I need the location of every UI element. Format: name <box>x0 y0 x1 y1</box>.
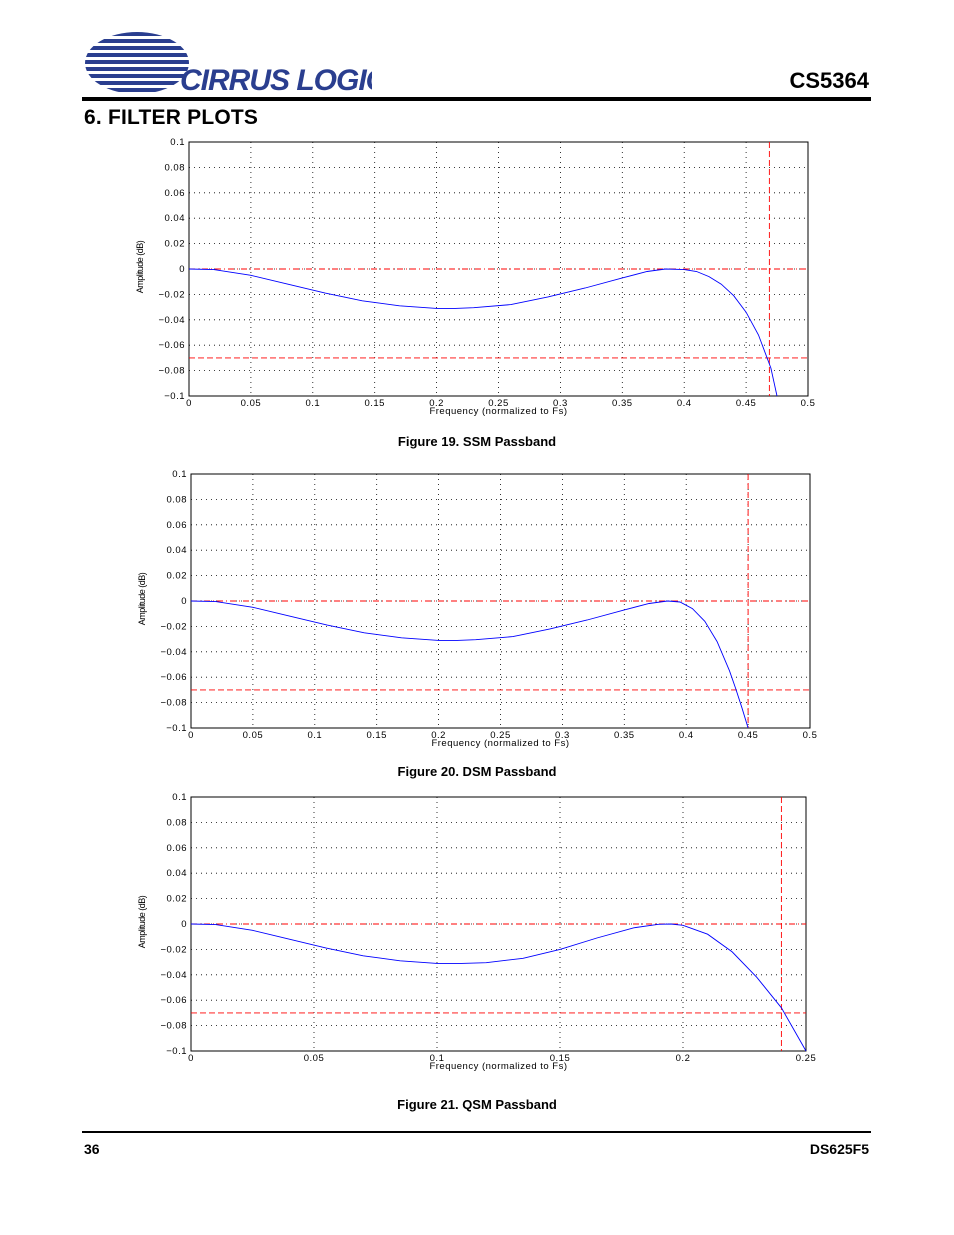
grid <box>191 474 810 728</box>
cirrus-logic-logo: CIRRUS LOGIC <box>82 30 390 100</box>
document-id: CS5364 <box>789 68 869 93</box>
y-tick-label: 0.08 <box>165 162 186 173</box>
x-tick-label: 0.2 <box>429 398 444 409</box>
x-tick-labels: 0 0.05 0.1 0.15 0.2 0.25 0.3 0.35 0.4 0.45 0.5 <box>186 398 815 409</box>
x-tick-label: 0.05 <box>241 398 262 409</box>
x-tick-label: 0.5 <box>801 398 816 409</box>
response-curve <box>190 923 807 1052</box>
response-curve <box>190 600 749 729</box>
y-axis-label: Amplitude (dB) <box>135 240 145 293</box>
chart-ssm-passband: 0.1 0.08 0.06 0.04 0.02 0 −0.02 −0.04 −0.06 −0.08… <box>0 130 954 425</box>
x-tick-label: 0.1 <box>307 730 322 741</box>
header-rule <box>82 97 871 101</box>
x-tick-label: 0.05 <box>243 730 264 741</box>
x-tick-label: 0.2 <box>431 730 446 741</box>
y-tick-label: −0.1 <box>164 391 185 402</box>
y-tick-label: 0.08 <box>167 494 188 505</box>
chart-dsm-passband: 0.1 0.08 0.06 0.04 0.02 0 −0.02 −0.04 −0.06 −0.08… <box>0 462 954 757</box>
logo-wordmark: CIRRUS LOGIC <box>180 64 372 97</box>
figure-caption-20: Figure 20. DSM Passband <box>397 764 557 779</box>
y-tick-label: 0.06 <box>167 843 188 854</box>
y-tick-label: −0.06 <box>160 672 187 683</box>
x-tick-label: 0.25 <box>796 1053 817 1064</box>
grid <box>189 142 808 396</box>
footer-rule <box>82 1131 871 1133</box>
y-tick-label: −0.08 <box>158 366 185 377</box>
response-curve <box>188 268 778 397</box>
x-tick-label: 0 <box>188 1053 194 1064</box>
y-tick-label: 0 <box>181 596 187 607</box>
y-tick-label: −0.08 <box>160 1021 187 1032</box>
x-tick-label: 0.15 <box>364 398 385 409</box>
x-tick-label: 0.5 <box>803 730 818 741</box>
y-tick-label: −0.06 <box>160 995 187 1006</box>
y-tick-label: −0.1 <box>166 723 187 734</box>
x-tick-label: 0 <box>186 398 192 409</box>
y-tick-label: −0.04 <box>160 647 187 658</box>
y-tick-label: 0 <box>179 264 185 275</box>
y-tick-label: 0 <box>181 919 187 930</box>
x-tick-label: 0.35 <box>614 730 635 741</box>
y-axis-label: Amplitude (dB) <box>137 895 147 948</box>
figure-caption-21: Figure 21. QSM Passband <box>397 1097 557 1112</box>
x-tick-label: 0.4 <box>679 730 694 741</box>
reference-lines <box>189 142 808 396</box>
x-axis-label: Frequency (normalized to Fs) <box>429 1061 567 1072</box>
y-tick-label: 0.04 <box>167 868 188 879</box>
y-tick-label: −0.1 <box>166 1046 187 1057</box>
y-tick-label: 0.08 <box>167 817 188 828</box>
y-tick-labels: 0.1 0.08 0.06 0.04 0.02 0 −0.02 −0.04 −0.06 −0.08… <box>160 792 188 1057</box>
y-tick-label: −0.02 <box>160 944 187 955</box>
x-tick-label: 0.15 <box>550 1053 571 1064</box>
x-tick-label: 0.25 <box>490 730 511 741</box>
document-code: DS625F5 <box>809 1141 869 1157</box>
x-tick-labels: 0 0.05 0.1 0.15 0.2 0.25 <box>188 1053 816 1064</box>
x-tick-label: 0.45 <box>738 730 759 741</box>
section-title: 6. FILTER PLOTS <box>84 106 259 129</box>
x-axis-label: Frequency (normalized to Fs) <box>431 738 569 749</box>
y-tick-label: 0.04 <box>165 213 186 224</box>
y-tick-label: −0.08 <box>160 698 187 709</box>
y-tick-label: −0.02 <box>160 621 187 632</box>
x-tick-labels: 0 0.05 0.1 0.15 0.2 0.25 0.3 0.35 0.4 0.45 0.5 <box>188 730 817 741</box>
x-tick-label: 0.15 <box>366 730 387 741</box>
logo-globe <box>85 32 189 92</box>
x-tick-label: 0.1 <box>305 398 320 409</box>
y-tick-labels: 0.1 0.08 0.06 0.04 0.02 0 −0.02 −0.04 −0.06 −0.08… <box>160 469 188 734</box>
x-tick-label: 0.45 <box>736 398 757 409</box>
y-tick-label: 0.1 <box>172 469 187 480</box>
x-tick-label: 0.3 <box>553 398 568 409</box>
reference-lines <box>191 797 806 1051</box>
y-axis-label: Amplitude (dB) <box>137 572 147 625</box>
y-tick-label: 0.1 <box>172 792 187 803</box>
x-tick-label: 0.2 <box>676 1053 691 1064</box>
y-tick-label: 0.02 <box>167 894 188 905</box>
figure-caption-19: Figure 19. SSM Passband <box>397 434 557 449</box>
y-tick-label: 0.06 <box>165 188 186 199</box>
reference-lines <box>191 474 810 728</box>
y-tick-label: −0.04 <box>158 315 185 326</box>
x-tick-label: 0.1 <box>430 1053 445 1064</box>
x-tick-label: 0.35 <box>612 398 633 409</box>
x-tick-label: 0 <box>188 730 194 741</box>
y-tick-label: 0.02 <box>167 571 188 582</box>
x-tick-label: 0.25 <box>488 398 509 409</box>
x-tick-label: 0.3 <box>555 730 570 741</box>
y-tick-label: −0.04 <box>160 970 187 981</box>
chart-qsm-passband: 0.1 0.08 0.06 0.04 0.02 0 −0.02 −0.04 −0.06 −0.08… <box>0 785 954 1080</box>
y-tick-label: 0.02 <box>165 239 186 250</box>
chart-svg: 0.1 0.08 0.06 0.04 0.02 0 −0.02 −0.04 −0.06 −0.08… <box>137 792 816 1072</box>
y-tick-labels: 0.1 0.08 0.06 0.04 0.02 0 −0.02 −0.04 −0.06 −0.08… <box>158 137 186 402</box>
y-tick-label: −0.06 <box>158 340 185 351</box>
chart-svg: 0.1 0.08 0.06 0.04 0.02 0 −0.02 −0.04 −0.06 −0.08… <box>135 137 815 417</box>
page-number: 36 <box>84 1141 100 1157</box>
y-tick-label: 0.06 <box>167 520 188 531</box>
y-tick-label: 0.04 <box>167 545 188 556</box>
y-tick-label: −0.02 <box>158 289 185 300</box>
x-tick-label: 0.4 <box>677 398 692 409</box>
y-tick-label: 0.1 <box>170 137 185 148</box>
x-tick-label: 0.05 <box>304 1053 325 1064</box>
chart-svg: 0.1 0.08 0.06 0.04 0.02 0 −0.02 −0.04 −0.06 −0.08… <box>137 469 817 749</box>
x-axis-label: Frequency (normalized to Fs) <box>429 406 567 417</box>
